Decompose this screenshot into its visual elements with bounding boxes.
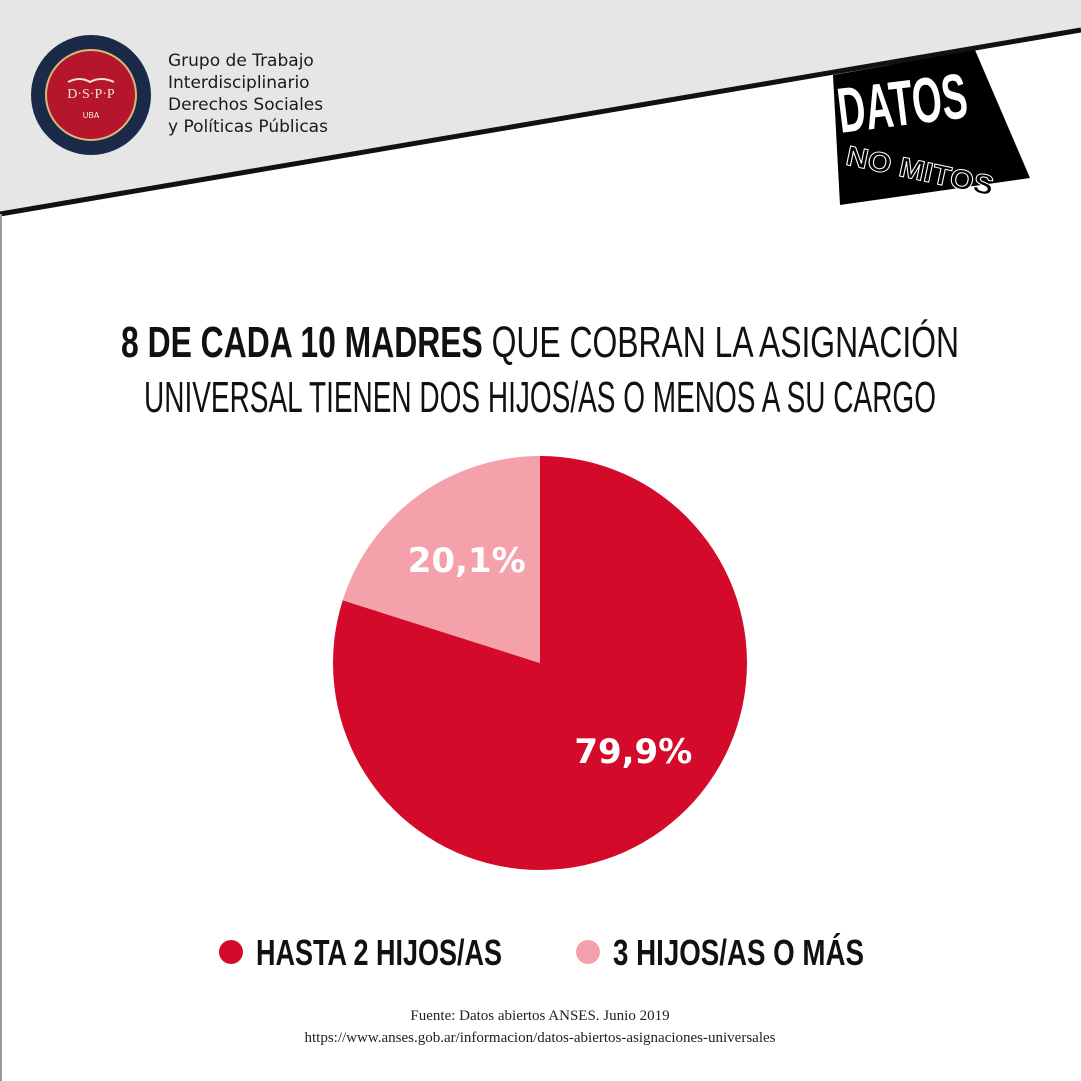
logo-sub: UBA xyxy=(83,111,100,120)
header-divider xyxy=(0,27,1081,217)
pie: 79,9% 20,1% xyxy=(333,456,747,870)
org-line: Derechos Sociales xyxy=(168,95,323,115)
logo-initials: D·S·P·P xyxy=(67,87,115,102)
source-line: Fuente: Datos abiertos ANSES. Junio 2019 xyxy=(410,1008,669,1024)
logo-center xyxy=(45,49,137,141)
brand-block xyxy=(833,50,1030,205)
header-band xyxy=(0,0,1081,213)
org-line: Grupo de Trabajo xyxy=(168,51,314,71)
org-name: Grupo de TrabajoInterdisciplinarioDerech… xyxy=(168,51,328,137)
pie-slice xyxy=(342,456,540,663)
legend-swatch xyxy=(219,940,243,964)
source-url: https://www.anses.gob.ar/informacion/dat… xyxy=(305,1030,776,1046)
legend: HASTA 2 HIJOS/AS 3 HIJOS/AS O MÁS xyxy=(219,932,864,973)
legend-label: HASTA 2 HIJOS/AS xyxy=(256,932,502,973)
logo-book xyxy=(67,78,115,84)
legend-label: 3 HIJOS/AS O MÁS xyxy=(613,932,864,973)
title-rest: QUE COBRAN LA ASIGNACIÓN xyxy=(492,318,959,367)
brand-top: DATOS xyxy=(833,60,971,147)
value-label: 20,1% xyxy=(408,541,526,581)
legend-swatch xyxy=(576,940,600,964)
title-line-2: UNIVERSAL TIENEN DOS HIJOS/AS O MENOS A … xyxy=(144,373,936,422)
title-line-1: 8 DE CADA 10 MADRES QUE COBRAN LA ASIGNA… xyxy=(121,318,959,367)
org-line: y Políticas Públicas xyxy=(168,117,328,137)
value-label: 79,9% xyxy=(574,732,692,772)
org-line: Interdisciplinario xyxy=(168,73,310,93)
title-line-2-text: UNIVERSAL TIENEN DOS HIJOS/AS O MENOS A … xyxy=(144,373,936,422)
title-bold: 8 DE CADA 10 MADRES xyxy=(121,318,483,367)
